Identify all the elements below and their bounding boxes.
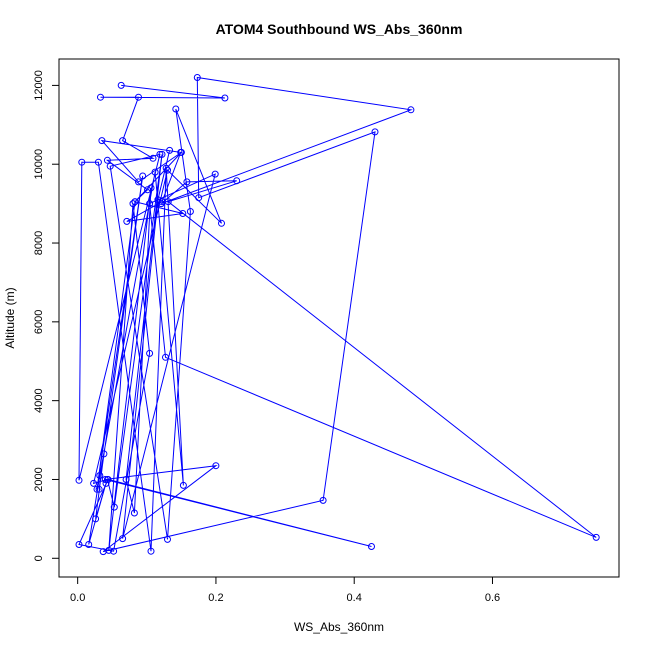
x-axis-label: WS_Abs_360nm (294, 620, 384, 634)
data-point (221, 94, 229, 102)
data-point (172, 105, 180, 113)
data-point (135, 93, 142, 101)
data-point (100, 450, 108, 458)
y-tick-label: 10000 (33, 149, 45, 180)
data-point (211, 170, 219, 178)
data-point (117, 81, 125, 89)
data-point (94, 158, 102, 166)
data-point (193, 74, 201, 81)
data-point (96, 472, 104, 479)
data-point (110, 503, 118, 511)
data-point (212, 462, 220, 470)
series-points (75, 74, 600, 556)
x-axis: 0.0 0.2 0.4 0.6 (70, 576, 500, 604)
data-point (146, 200, 154, 208)
data-point (166, 146, 174, 154)
y-tick-label: 12000 (33, 70, 45, 101)
data-point (106, 162, 114, 170)
data-point (135, 178, 142, 186)
y-tick-label: 8000 (33, 231, 45, 255)
data-point (119, 535, 127, 543)
data-point (164, 198, 172, 206)
data-point (371, 128, 379, 136)
data-point (131, 198, 139, 206)
data-point (146, 349, 154, 357)
data-point (157, 200, 165, 208)
x-tick-label: 0.4 (347, 592, 362, 604)
data-point (149, 154, 157, 162)
y-tick-label: 2000 (33, 467, 45, 491)
data-point (164, 166, 171, 174)
data-point (179, 481, 187, 489)
data-point (75, 476, 83, 484)
data-point (93, 485, 101, 493)
data-point (95, 485, 103, 493)
data-point (233, 177, 241, 185)
y-tick-label: 0 (33, 555, 45, 561)
data-point (123, 217, 131, 225)
data-point (78, 158, 86, 166)
data-point (177, 148, 185, 156)
data-point (75, 541, 83, 548)
data-point (147, 547, 155, 555)
data-point (319, 496, 327, 504)
y-axis: 0 2000 4000 6000 8000 10000 12000 (33, 70, 60, 561)
data-point (158, 150, 166, 158)
data-point (144, 186, 151, 194)
data-point (162, 164, 170, 172)
x-tick-label: 0.2 (208, 592, 223, 604)
data-point (162, 353, 169, 361)
data-point (119, 137, 127, 145)
data-point (103, 156, 111, 164)
data-point (368, 543, 375, 550)
y-tick-label: 6000 (33, 310, 45, 334)
data-point (156, 150, 164, 158)
data-point (101, 476, 109, 483)
data-point (164, 535, 171, 543)
data-point (147, 184, 155, 192)
data-point (99, 548, 107, 556)
y-tick-label: 4000 (33, 388, 45, 412)
data-point (195, 194, 203, 202)
data-point (154, 196, 162, 204)
data-point (130, 509, 138, 517)
data-point (85, 541, 93, 548)
data-point (407, 106, 415, 114)
data-point (102, 479, 110, 487)
data-point (97, 93, 104, 101)
series-path (78, 76, 597, 553)
data-point (90, 479, 98, 487)
data-point (104, 476, 112, 483)
data-point (129, 200, 137, 208)
data-point (122, 476, 130, 483)
chart-title: ATOM4 Southbound WS_Abs_360nm (216, 21, 463, 37)
data-point (139, 172, 147, 180)
x-tick-label: 0.0 (70, 592, 85, 604)
x-tick-label: 0.6 (485, 592, 500, 604)
data-point (592, 533, 600, 541)
data-point (186, 208, 194, 215)
data-point (110, 547, 118, 555)
data-point (218, 219, 225, 227)
data-point (183, 178, 191, 186)
series-line (78, 76, 597, 553)
data-point (151, 168, 159, 176)
data-point (92, 515, 100, 523)
y-axis-label: Altitude (m) (3, 287, 17, 348)
data-point (98, 137, 106, 145)
data-point (179, 210, 187, 217)
